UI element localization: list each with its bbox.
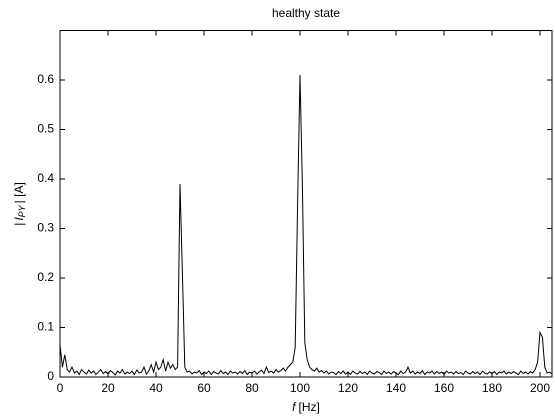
y-label-sub: PY	[17, 204, 27, 217]
spectrum-line	[59, 75, 553, 376]
x-tick-label: 60	[197, 381, 211, 395]
y-tick-label: 0.1	[37, 320, 54, 334]
x-tick-label: 100	[290, 381, 310, 395]
y-tick-label: 0.2	[37, 270, 54, 284]
y-tick-label: 0.5	[37, 122, 54, 136]
y-label-var: I	[12, 217, 26, 221]
y-tick-label: 0.6	[37, 72, 54, 86]
x-label-var: f	[292, 400, 297, 414]
x-tick-label: 20	[101, 381, 115, 395]
y-tick-label: 0.3	[37, 221, 54, 235]
y-tick-label: 0	[47, 369, 54, 383]
x-tick-label: 40	[149, 381, 163, 395]
x-tick-label: 200	[530, 381, 550, 395]
x-tick-label: 80	[245, 381, 259, 395]
x-tick-label: 0	[57, 381, 64, 395]
y-axis-label: | IPY| [A]	[12, 182, 27, 226]
plot-frame	[59, 30, 553, 378]
y-tick-label: 0.4	[37, 171, 54, 185]
x-tick-label: 180	[482, 381, 502, 395]
chart-title: healthy state	[272, 6, 340, 20]
x-axis-label: f [Hz]	[292, 400, 320, 414]
x-tick-label: 140	[386, 381, 406, 395]
x-label-unit: [Hz]	[299, 400, 320, 414]
x-tick-label: 160	[434, 381, 454, 395]
y-label-close: | [A]	[12, 182, 26, 203]
x-tick-label: 120	[338, 381, 358, 395]
y-label-open: |	[12, 223, 26, 226]
